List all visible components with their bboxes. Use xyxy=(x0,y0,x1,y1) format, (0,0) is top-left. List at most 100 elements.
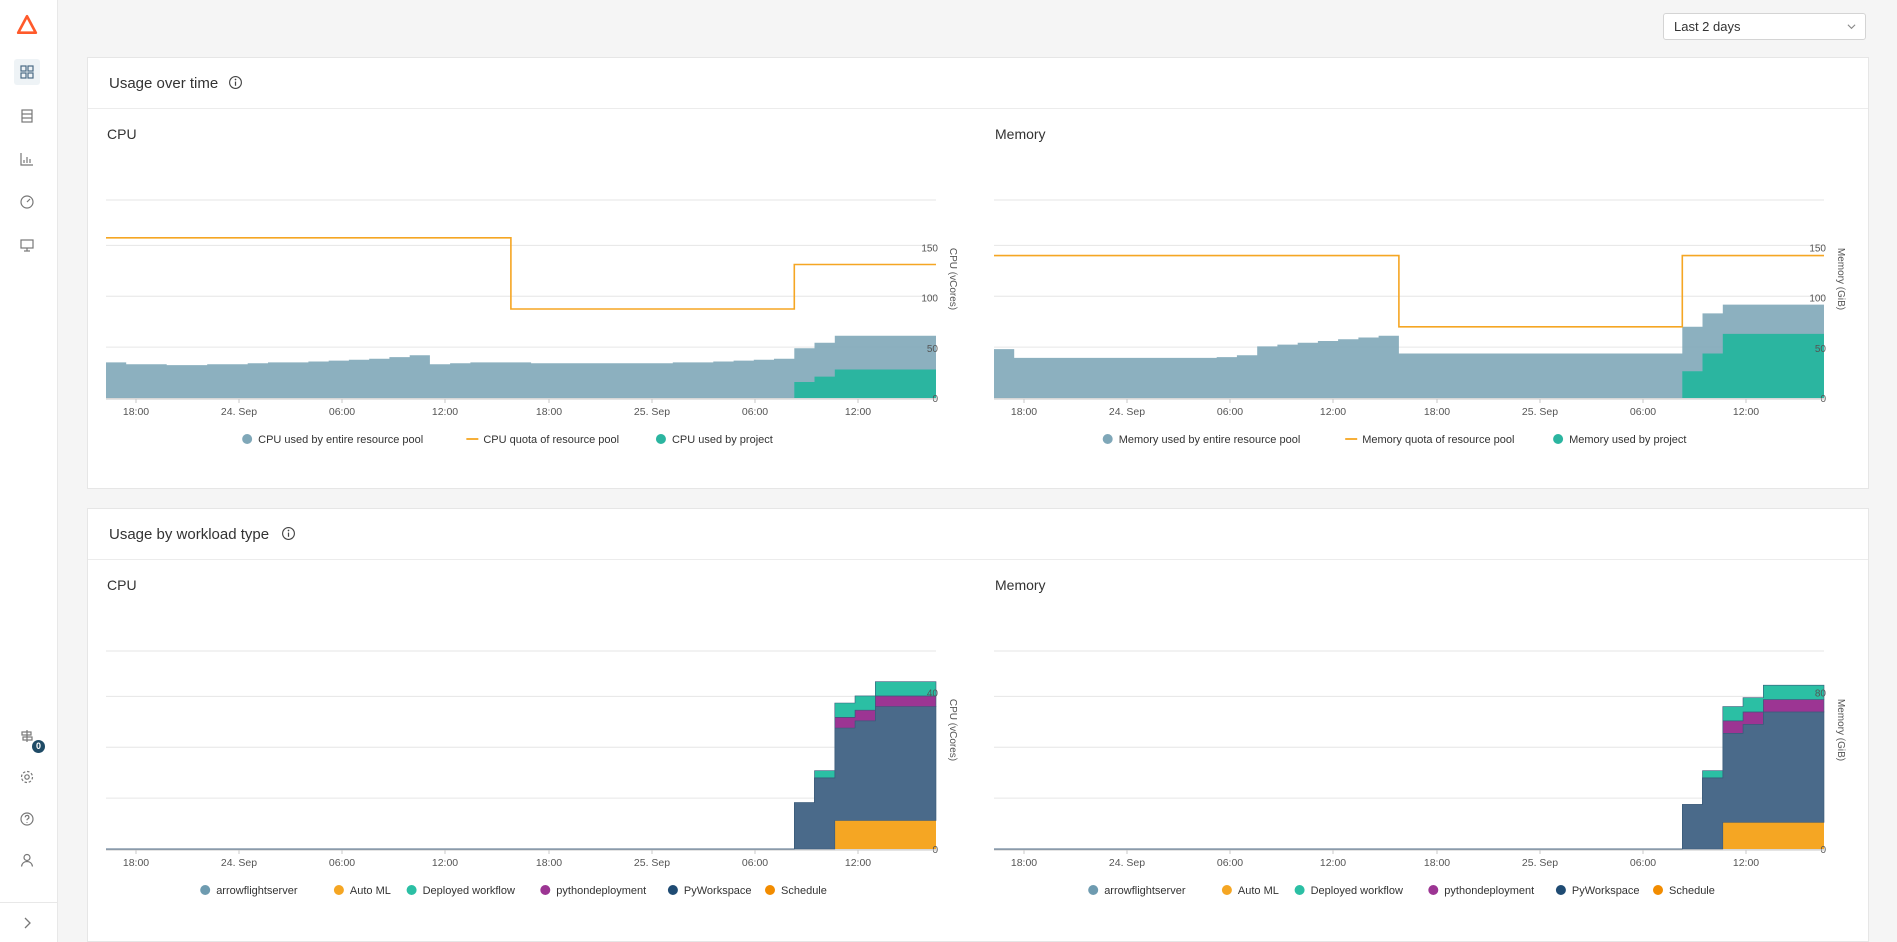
y-tick-label: 150 xyxy=(1809,244,1826,255)
x-tick-label: 06:00 xyxy=(742,406,768,418)
x-tick-label: 25. Sep xyxy=(634,857,670,869)
legend-label: Memory quota of resource pool xyxy=(1362,434,1514,446)
legend-label: arrowflightserver xyxy=(216,885,298,897)
card-title: Usage by workload type xyxy=(109,526,270,543)
legend-item-pyworkspace: PyWorkspace xyxy=(667,885,752,897)
bar-chart-icon[interactable] xyxy=(14,146,40,172)
legend-item-arrowflightserver: arrowflightserver xyxy=(200,885,298,897)
x-tick-label: 12:00 xyxy=(432,406,458,418)
x-tick-label: 06:00 xyxy=(1630,857,1656,869)
x-tick-label: 18:00 xyxy=(536,406,562,418)
legend-item-deployed-workflow: Deployed workflow xyxy=(406,885,515,897)
x-tick-label: 06:00 xyxy=(742,857,768,869)
x-tick-label: 12:00 xyxy=(1320,406,1346,418)
x-tick-label: 24. Sep xyxy=(221,406,257,418)
x-tick-label: 12:00 xyxy=(1320,857,1346,869)
monitor-icon[interactable] xyxy=(14,232,40,258)
legend-swatch xyxy=(1088,885,1099,895)
x-tick-label: 25. Sep xyxy=(634,406,670,418)
y-tick-label: 50 xyxy=(1815,344,1827,355)
user-icon[interactable] xyxy=(14,847,40,873)
legend-label: CPU quota of resource pool xyxy=(483,434,619,446)
legend-swatch xyxy=(1653,885,1663,895)
dashboard-icon[interactable] xyxy=(14,59,40,85)
y-tick-label: 50 xyxy=(927,344,939,355)
legend-label: Memory used by project xyxy=(1569,434,1686,446)
help-icon[interactable] xyxy=(14,806,40,832)
series-schedule-area xyxy=(994,822,1824,849)
series-deployed-workflow-area xyxy=(106,681,937,850)
y-tick-label: 150 xyxy=(921,244,938,255)
legend-label: Deployed workflow xyxy=(423,885,515,897)
legend-swatch xyxy=(1294,885,1305,895)
legend-label: arrowflightserver xyxy=(1104,885,1186,897)
x-tick-label: 06:00 xyxy=(1217,406,1243,418)
time-range-select[interactable]: Last 2 days xyxy=(1663,13,1866,40)
series-pyworkspace-area xyxy=(994,711,1825,850)
x-tick-label: 25. Sep xyxy=(1522,857,1558,869)
gauge-icon[interactable] xyxy=(14,189,40,215)
y-tick-label: 40 xyxy=(927,688,939,699)
legend-item-cpu-quota-of-resource-pool: CPU quota of resource pool xyxy=(466,434,619,446)
legend-label: Schedule xyxy=(781,885,827,897)
y-axis-label: CPU (vCores) xyxy=(947,248,958,310)
x-tick-label: 12:00 xyxy=(1733,406,1759,418)
sidebar: 0 xyxy=(0,0,58,942)
chevron-down-icon xyxy=(1847,24,1856,30)
logo-icon[interactable] xyxy=(14,12,40,38)
x-tick-label: 12:00 xyxy=(432,857,458,869)
card-title: Usage over time xyxy=(109,75,219,92)
legend-item-cpu-used-by-project: CPU used by project xyxy=(655,434,773,446)
list-icon[interactable] xyxy=(14,103,40,129)
legend-label: Auto ML xyxy=(350,885,391,897)
series-pool-area xyxy=(994,304,1824,398)
legend-swatch xyxy=(655,434,666,444)
info-icon[interactable] xyxy=(228,75,243,90)
notification-badge: 0 xyxy=(32,740,45,753)
legend-item-pythondeployment: pythondeployment xyxy=(1428,885,1534,897)
x-tick-label: 06:00 xyxy=(1217,857,1243,869)
x-tick-label: 24. Sep xyxy=(221,857,257,869)
legend-item-auto-ml: Auto ML xyxy=(333,885,391,897)
usage-by-workload-card: Usage by workload type CPU Memory 040CPU… xyxy=(87,508,1869,942)
y-tick-label: 100 xyxy=(1809,294,1826,305)
series-deployed-workflow-area xyxy=(994,684,1825,850)
legend-swatch xyxy=(1221,885,1232,895)
gear-icon[interactable] xyxy=(14,764,40,790)
cpu-chart-title: CPU xyxy=(107,577,137,593)
legend-swatch xyxy=(1428,885,1439,895)
legend-swatch xyxy=(200,885,211,895)
x-tick-label: 18:00 xyxy=(1011,857,1037,869)
legend-swatch xyxy=(667,885,678,895)
chevron-right-icon[interactable] xyxy=(14,910,40,936)
legend-item-deployed-workflow: Deployed workflow xyxy=(1294,885,1403,897)
legend-label: Auto ML xyxy=(1238,885,1279,897)
legend-label: pythondeployment xyxy=(1444,885,1534,897)
legend-item-cpu-used-by-entire-resource-pool: CPU used by entire resource pool xyxy=(242,434,423,446)
legend: CPU used by entire resource pool CPU quot… xyxy=(242,434,773,446)
memory-chart-title: Memory xyxy=(995,126,1046,142)
legend-swatch xyxy=(406,885,417,895)
memory-chart-title: Memory xyxy=(995,577,1046,593)
x-tick-label: 25. Sep xyxy=(1522,406,1558,418)
legend-item-pyworkspace: PyWorkspace xyxy=(1555,885,1640,897)
legend-swatch xyxy=(1553,434,1564,444)
info-icon[interactable] xyxy=(281,526,296,541)
legend-item-memory-used-by-project: Memory used by project xyxy=(1553,434,1686,446)
legend-item-schedule: Schedule xyxy=(765,885,827,897)
legend-swatch xyxy=(1102,434,1113,444)
x-tick-label: 06:00 xyxy=(329,406,355,418)
x-tick-label: 12:00 xyxy=(1733,857,1759,869)
time-range-label: Last 2 days xyxy=(1674,19,1741,34)
legend-swatch xyxy=(242,434,253,444)
legend-item-arrowflightserver: arrowflightserver xyxy=(1088,885,1186,897)
legend-label: pythondeployment xyxy=(556,885,646,897)
series-project-area xyxy=(106,369,936,398)
signpost-icon[interactable] xyxy=(14,723,40,749)
legend-item-memory-quota-of-resource-pool: Memory quota of resource pool xyxy=(1345,434,1514,446)
x-tick-label: 12:00 xyxy=(845,857,871,869)
x-tick-label: 18:00 xyxy=(536,857,562,869)
legend-item-memory-used-by-entire-resource-pool: Memory used by entire resource pool xyxy=(1102,434,1300,446)
